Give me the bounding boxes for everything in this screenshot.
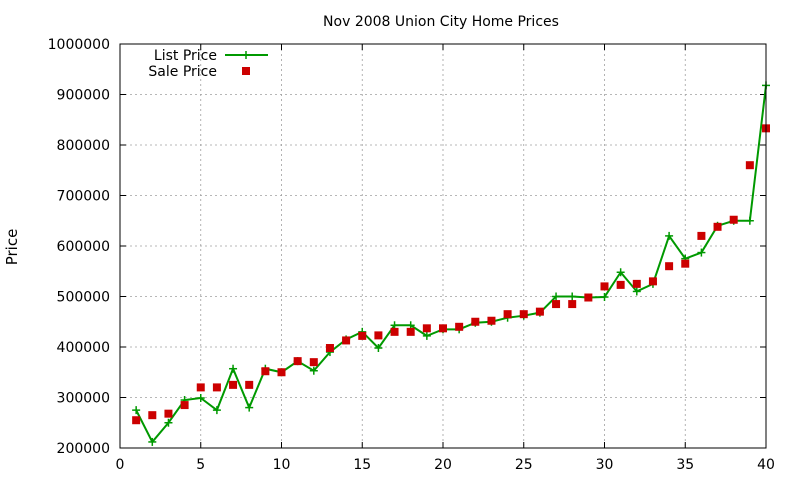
list-price-point	[164, 418, 173, 427]
list-price-point	[309, 366, 318, 375]
sale-price-point	[180, 401, 189, 410]
sale-price-point	[632, 279, 641, 288]
sale-price-point	[568, 300, 577, 309]
sale-price-point	[681, 259, 690, 268]
x-tick-label: 25	[515, 457, 533, 473]
list-price-point	[212, 406, 221, 415]
sale-price-point	[471, 317, 480, 326]
sale-price-point	[390, 327, 399, 336]
sale-price-point	[164, 409, 173, 418]
list-price-point	[245, 403, 254, 412]
sale-price-point	[713, 222, 722, 231]
legend-label-sale-price: Sale Price	[148, 64, 217, 80]
y-tick-label: 600000	[57, 239, 110, 255]
list-price-line	[135, 85, 767, 444]
list-price-point	[148, 437, 157, 446]
sale-price-point	[535, 307, 544, 316]
legend: List Price Sale Price	[148, 48, 268, 80]
axis-tick-labels: 0 5 10 15 20 25 30 35 40 200000 300000 400000 500000…	[48, 37, 775, 473]
y-tick-label: 500000	[57, 290, 110, 306]
sale-price-point	[422, 324, 431, 333]
x-tick-label: 30	[596, 457, 614, 473]
sale-price-point	[616, 280, 625, 289]
y-tick-label: 1000000	[48, 37, 110, 53]
sale-price-point	[455, 322, 464, 331]
x-tick-label: 35	[676, 457, 694, 473]
sale-price-point	[293, 357, 302, 366]
list-price-point	[632, 287, 641, 296]
y-tick-label: 800000	[57, 138, 110, 154]
x-tick-label: 0	[116, 457, 125, 473]
sale-price-point	[519, 310, 528, 319]
sale-price-point	[277, 368, 286, 377]
sale-price-point	[342, 336, 351, 345]
list-price-point	[745, 216, 754, 225]
legend-marker-sale-price	[242, 67, 250, 75]
list-price-point	[600, 293, 609, 302]
sale-price-point	[552, 300, 561, 309]
sale-price-point	[229, 380, 238, 389]
sale-price-point	[148, 411, 157, 420]
y-tick-label: 200000	[57, 441, 110, 457]
sale-price-point	[648, 277, 657, 286]
list-price-point	[568, 292, 577, 301]
sale-price-point	[196, 383, 205, 392]
list-price-point	[616, 268, 625, 277]
legend-label-list-price: List Price	[154, 48, 217, 64]
sale-price-point	[245, 380, 254, 389]
grid	[120, 44, 766, 448]
sale-price-point	[729, 215, 738, 224]
list-price-point	[665, 231, 674, 240]
list-price-point	[229, 364, 238, 373]
x-tick-label: 15	[353, 457, 371, 473]
x-tick-label: 20	[434, 457, 452, 473]
sale-price-point	[309, 358, 318, 367]
sale-price-point	[358, 331, 367, 340]
sale-price-point	[325, 344, 334, 353]
list-price-point	[552, 292, 561, 301]
sale-price-point	[584, 293, 593, 302]
series-list-price	[132, 81, 770, 446]
sale-price-point	[665, 262, 674, 271]
x-tick-label: 5	[196, 457, 205, 473]
legend-sample-list-price	[225, 51, 268, 59]
list-price-point	[132, 406, 141, 415]
y-tick-label: 700000	[57, 189, 110, 205]
sale-price-point	[374, 331, 383, 340]
sale-price-point	[697, 231, 706, 240]
list-price-point	[422, 331, 431, 340]
sale-price-point	[600, 282, 609, 291]
sale-price-point	[745, 161, 754, 170]
sale-price-point	[212, 383, 221, 392]
sale-price-point	[503, 310, 512, 319]
x-tick-label: 10	[273, 457, 291, 473]
y-tick-label: 300000	[57, 391, 110, 407]
sale-price-point	[261, 367, 270, 376]
sale-price-point	[406, 327, 415, 336]
sale-price-point	[487, 316, 496, 325]
y-tick-label: 900000	[57, 88, 110, 104]
y-axis-label: Price	[3, 229, 21, 266]
list-price-point	[697, 248, 706, 257]
sale-price-point	[132, 416, 141, 425]
plot-frame	[119, 43, 767, 449]
legend-sample-sale-price	[242, 67, 250, 75]
x-tick-label: 40	[757, 457, 775, 473]
chart-title: Nov 2008 Union City Home Prices	[323, 14, 559, 30]
list-price-point	[374, 344, 383, 353]
sale-price-point	[439, 324, 447, 333]
series-layer	[132, 81, 770, 446]
series-sale-price	[132, 124, 770, 425]
list-price-point	[196, 394, 205, 403]
y-tick-label: 400000	[57, 340, 110, 356]
